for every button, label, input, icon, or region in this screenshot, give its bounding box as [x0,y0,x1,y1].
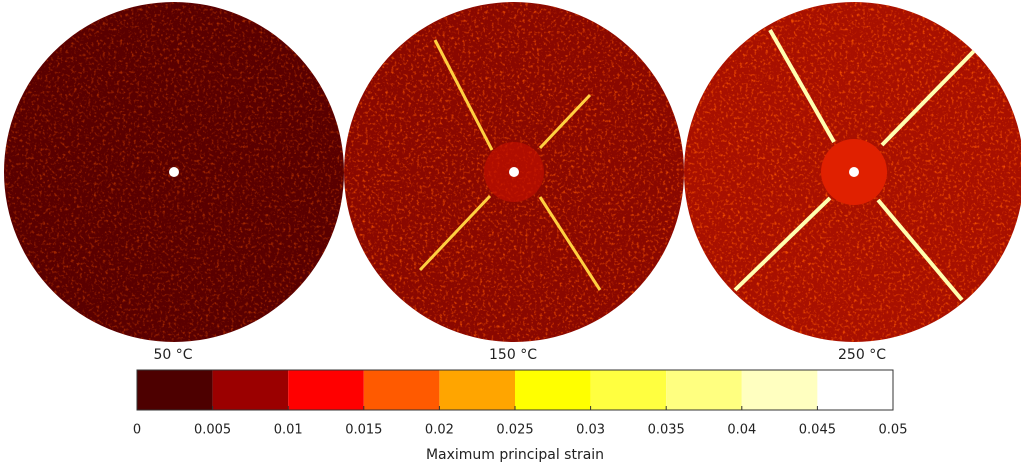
colorbar-segment [363,370,440,410]
tick-label: 0.03 [576,423,605,438]
tick-label: 0.005 [194,423,231,438]
tick-label: 0.045 [799,423,836,438]
colorbar-label: Maximum principal strain [426,447,604,463]
tick-label: 0.01 [274,423,303,438]
tick-label: 0.04 [727,423,756,438]
colorbar-segment [666,370,742,410]
disk-150 [344,2,684,342]
panel-label: 250 °C [838,347,886,363]
panel-label: 50 °C [153,347,192,363]
colorbar-segment [515,370,591,410]
colorbar-segment [288,370,364,410]
tick-label: 0.015 [345,423,382,438]
tick-label: 0.05 [879,423,908,438]
tick-label: 0.025 [496,423,533,438]
tick-label: 0.035 [648,423,685,438]
colorbar-segment [137,370,213,410]
disk-50 [4,2,344,342]
colorbar-segment [741,370,818,410]
colorbar-segment [817,370,893,410]
tick-label: 0 [133,423,141,438]
colorbar-segment [590,370,667,410]
tick-label: 0.02 [425,423,454,438]
colorbar-segment [212,370,289,410]
colorbar-segment [439,370,515,410]
disk-250 [684,2,1021,342]
panel-label: 150 °C [489,347,537,363]
